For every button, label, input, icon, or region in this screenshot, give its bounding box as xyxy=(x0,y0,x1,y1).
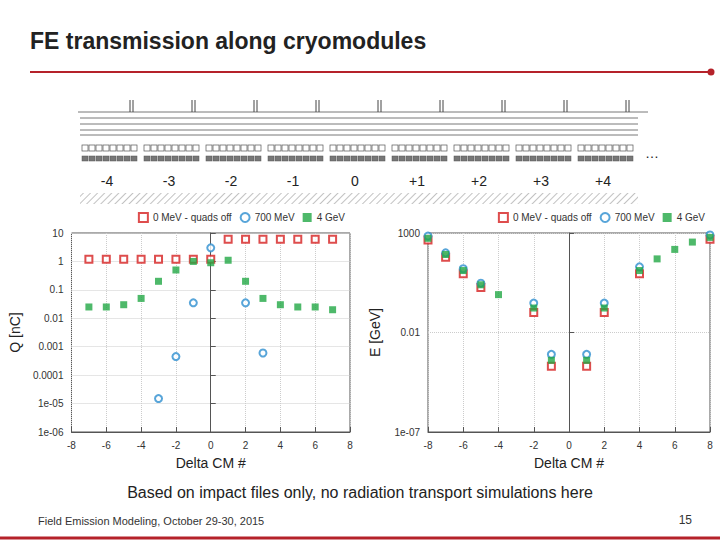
svg-text:Delta CM #: Delta CM # xyxy=(176,455,246,471)
html-text:FE transmission along cryomodu: FE transmission along cryomodules xyxy=(30,28,427,54)
svg-text:-1: -1 xyxy=(287,173,300,189)
svg-text:+4: +4 xyxy=(595,173,611,189)
svg-text:-4: -4 xyxy=(494,440,503,451)
svg-text:4: 4 xyxy=(278,440,284,451)
svg-text:E [GeV]: E [GeV] xyxy=(367,308,383,357)
svg-text:1e-05: 1e-05 xyxy=(38,398,64,409)
svg-text:0.01: 0.01 xyxy=(401,327,421,338)
svg-text:0.001: 0.001 xyxy=(38,341,63,352)
svg-text:-2: -2 xyxy=(171,440,180,451)
svg-text:+1: +1 xyxy=(409,173,425,189)
svg-text:-6: -6 xyxy=(102,440,111,451)
svg-text:0.1: 0.1 xyxy=(50,284,64,295)
svg-text:-3: -3 xyxy=(163,173,176,189)
svg-text:6: 6 xyxy=(672,440,678,451)
svg-text:4: 4 xyxy=(637,440,643,451)
svg-text:-8: -8 xyxy=(424,440,433,451)
svg-text:0: 0 xyxy=(566,440,572,451)
html-text:Field Emission Modeling, Octob: Field Emission Modeling, October 29-30, … xyxy=(38,515,265,527)
svg-text:0.01: 0.01 xyxy=(44,313,64,324)
svg-text:6: 6 xyxy=(312,440,318,451)
svg-text:-2: -2 xyxy=(529,440,538,451)
svg-text:1: 1 xyxy=(58,256,64,267)
svg-text:+2: +2 xyxy=(471,173,487,189)
svg-text:-4: -4 xyxy=(137,440,146,451)
svg-text:0: 0 xyxy=(208,440,214,451)
svg-text:700 MeV: 700 MeV xyxy=(255,212,295,223)
svg-text:8: 8 xyxy=(347,440,353,451)
svg-text:-2: -2 xyxy=(225,173,238,189)
svg-text:4 GeV: 4 GeV xyxy=(317,212,346,223)
svg-text:700 MeV: 700 MeV xyxy=(615,212,655,223)
html-text:Based on impact files only, no: Based on impact files only, no radiation… xyxy=(127,484,593,501)
svg-text:-4: -4 xyxy=(101,173,114,189)
svg-text:0.0001: 0.0001 xyxy=(33,370,64,381)
html-text:15: 15 xyxy=(678,513,692,527)
svg-text:8: 8 xyxy=(707,440,713,451)
svg-text:0 MeV - quads off: 0 MeV - quads off xyxy=(153,212,232,223)
svg-text:Q [nC]: Q [nC] xyxy=(7,312,23,352)
svg-text:+3: +3 xyxy=(533,173,549,189)
svg-text:10: 10 xyxy=(52,228,64,239)
svg-text:…: … xyxy=(645,145,659,161)
svg-text:0 MeV - quads off: 0 MeV - quads off xyxy=(513,212,592,223)
svg-text:0: 0 xyxy=(351,173,359,189)
svg-text:1e-06: 1e-06 xyxy=(38,427,64,438)
svg-text:Delta CM #: Delta CM # xyxy=(534,455,604,471)
svg-text:2: 2 xyxy=(601,440,607,451)
svg-text:1000: 1000 xyxy=(398,228,421,239)
svg-text:-8: -8 xyxy=(67,440,76,451)
svg-text:-6: -6 xyxy=(459,440,468,451)
svg-text:1e-07: 1e-07 xyxy=(394,427,420,438)
svg-text:2: 2 xyxy=(243,440,249,451)
svg-text:4 GeV: 4 GeV xyxy=(677,212,706,223)
